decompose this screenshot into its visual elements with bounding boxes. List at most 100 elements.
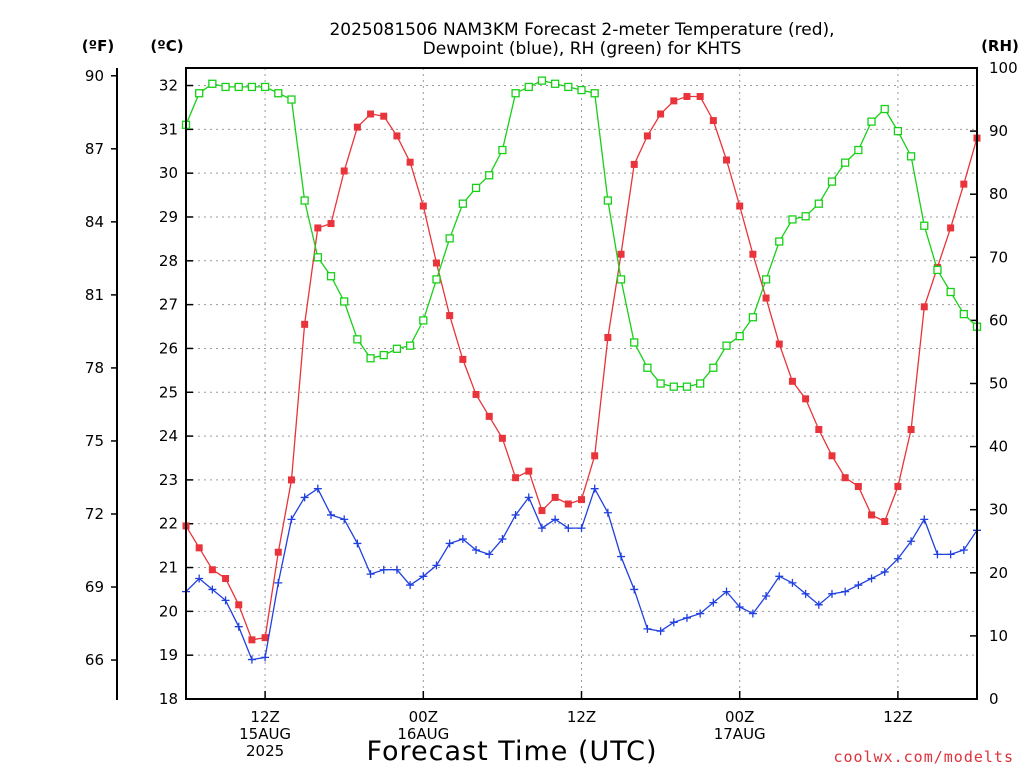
temperature-point (485, 412, 493, 420)
rh-point (432, 275, 441, 284)
dewpoint-point (485, 550, 494, 559)
temperature-point (617, 250, 625, 258)
temperature-point (788, 377, 796, 385)
rh-point (524, 82, 533, 92)
rh-point (445, 234, 454, 243)
temperature-point (195, 544, 203, 552)
dewpoint-point (247, 655, 256, 664)
temperature-point (380, 112, 388, 120)
temperature-point (406, 158, 414, 166)
dewpoint-point (696, 609, 705, 618)
rh-point (946, 287, 955, 297)
celsius-tick-label: 19 (159, 646, 178, 664)
rh-point (247, 82, 257, 92)
dewpoint-point (195, 574, 204, 583)
celsius-tick-label: 29 (159, 208, 178, 226)
rh-tick-label: 20 (989, 564, 1008, 582)
rh-point (221, 82, 230, 92)
temperature-point (353, 123, 361, 131)
rh-tick-label: 100 (989, 59, 1018, 77)
fahrenheit-tick-label: 66 (85, 651, 104, 669)
dewpoint-point (340, 515, 349, 524)
fahrenheit-tick-label: 78 (85, 359, 104, 377)
rh-point (906, 152, 916, 161)
rh-point (458, 199, 468, 208)
rh-point (656, 379, 665, 388)
rh-tick-label: 60 (989, 311, 1008, 329)
dewpoint-point (748, 609, 757, 618)
dewpoint-point (907, 537, 916, 546)
x-axis-label: Forecast Time (UTC) (366, 736, 657, 767)
temperature-point (314, 224, 322, 232)
temperature-point (868, 511, 876, 519)
temperature-point (960, 180, 968, 188)
celsius-tick-label: 30 (159, 164, 178, 182)
rh-point (722, 341, 731, 350)
fahrenheit-axis: 66 69 72 75 78 81 84 87 90 (85, 67, 117, 669)
series-layer (181, 76, 982, 664)
chart-title-line1: 2025081506 NAM3KM Forecast 2-meter Tempe… (329, 20, 834, 40)
rh-point (841, 158, 850, 167)
temperature-point (432, 259, 440, 267)
rh-axis: 0 10 20 30 40 50 60 70 80 90 100 (970, 59, 1018, 708)
dewpoint-point (208, 585, 217, 594)
dewpoint-point (775, 572, 784, 581)
dewpoint-point (617, 552, 626, 561)
dewpoint-point (287, 515, 296, 524)
celsius-unit-label: (ºC) (150, 37, 183, 55)
dewpoint-point (946, 550, 955, 559)
temperature-point (512, 474, 520, 482)
temperature-point (604, 333, 612, 341)
rh-point (274, 89, 283, 98)
temperature-point (248, 636, 256, 644)
temperature-series (182, 92, 981, 644)
temperature-point (498, 434, 506, 442)
time-tick-label: 15AUG (239, 725, 291, 743)
dewpoint-point (709, 598, 718, 607)
rh-point (379, 350, 388, 360)
rh-unit-label: (RH) (981, 37, 1019, 55)
rh-tick-label: 70 (989, 248, 1008, 266)
rh-point (867, 117, 876, 126)
fahrenheit-tick-label: 87 (85, 140, 104, 158)
rh-point (550, 79, 560, 88)
dewpoint-point (537, 524, 546, 533)
dewpoint-point (392, 565, 401, 574)
celsius-tick-label: 27 (159, 296, 178, 314)
rh-point (419, 316, 428, 325)
rh-point (880, 104, 889, 114)
rh-point (854, 145, 863, 155)
temperature-point (736, 202, 744, 210)
dewpoint-point (511, 510, 520, 519)
dewpoint-point (893, 554, 902, 563)
dewpoint-point (603, 508, 612, 517)
rh-point (405, 341, 415, 350)
temperature-point (630, 160, 638, 168)
temperature-point (670, 97, 678, 105)
time-tick-label: 12Z (567, 708, 596, 726)
temperature-point (907, 426, 915, 434)
dewpoint-point (300, 493, 309, 502)
dewpoint-point (366, 570, 375, 579)
rh-point (603, 196, 613, 205)
dewpoint-point (735, 602, 744, 611)
rh-point (353, 335, 362, 344)
dewpoint-point (788, 578, 797, 587)
rh-tick-label: 10 (989, 627, 1008, 645)
dewpoint-point (458, 535, 467, 544)
temperature-point (327, 220, 335, 228)
rh-point (471, 183, 481, 193)
rh-point (814, 199, 823, 208)
temperature-point (459, 355, 467, 363)
temperature-point (419, 202, 427, 210)
time-tick-label: 16AUG (397, 725, 449, 743)
temperature-point (301, 320, 309, 328)
celsius-tick-label: 32 (159, 77, 178, 95)
fahrenheit-tick-label: 81 (85, 286, 104, 304)
rh-point (300, 196, 309, 205)
dewpoint-point (313, 484, 322, 493)
celsius-tick-label: 31 (159, 120, 178, 138)
